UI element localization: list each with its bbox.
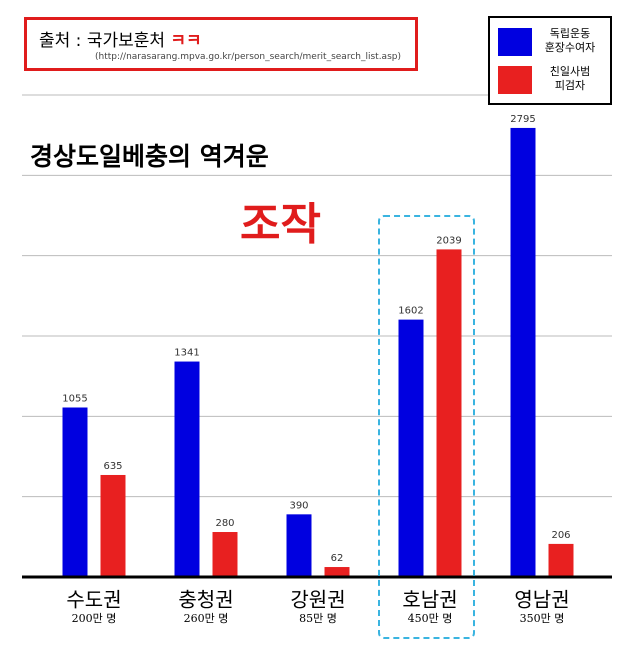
population-label: 350만 명 xyxy=(520,612,565,625)
legend-item: 독립운동 훈장수여자 xyxy=(498,26,608,60)
x-tick-label: 수도권 xyxy=(66,588,121,612)
data-label: 2039 xyxy=(436,235,461,246)
x-tick-label: 호남권 xyxy=(402,588,457,612)
data-label: 635 xyxy=(103,461,122,472)
laugh: ㅋㅋ xyxy=(170,31,202,51)
legend: 독립운동 훈장수여자 친일사범 피검자 xyxy=(488,16,612,105)
annotation: 경상도일베충의 역겨운 xyxy=(30,142,269,171)
legend-label: 독립운동 훈장수여자 xyxy=(544,27,596,54)
source-text: 출처 : 국가보훈처 xyxy=(39,31,166,51)
legend-label: 친일사범 피검자 xyxy=(549,65,591,92)
population-label: 450만 명 xyxy=(408,612,453,625)
data-label: 1055 xyxy=(62,393,87,404)
legend-swatch xyxy=(498,66,532,94)
bar xyxy=(174,361,200,577)
data-label: 390 xyxy=(289,500,308,511)
annotation: 조작 xyxy=(240,199,321,250)
bar xyxy=(100,474,126,577)
population-label: 260만 명 xyxy=(184,612,229,625)
data-label: 62 xyxy=(331,553,344,564)
source-url: (http://narasarang.mpva.go.kr/person_sea… xyxy=(95,52,401,62)
data-label: 2795 xyxy=(510,114,535,125)
population-label: 85만 명 xyxy=(299,612,337,625)
bar xyxy=(548,543,574,577)
source-box: 출처 : 국가보훈처 ㅋㅋ (http://narasarang.mpva.go… xyxy=(24,17,418,71)
x-tick-label: 강원권 xyxy=(290,588,345,612)
bar xyxy=(62,407,88,577)
bar xyxy=(398,319,424,577)
data-label: 206 xyxy=(551,530,570,541)
x-tick-label: 충청권 xyxy=(178,588,233,612)
data-label: 280 xyxy=(215,518,234,529)
bar xyxy=(286,514,312,577)
bar xyxy=(436,249,462,577)
legend-item: 친일사범 피검자 xyxy=(498,64,608,98)
bar xyxy=(212,532,238,577)
data-label: 1602 xyxy=(398,306,423,317)
data-label: 1341 xyxy=(174,348,199,359)
source: 출처 : 국가보훈처 ㅋㅋ xyxy=(39,26,202,51)
highlight-box xyxy=(378,215,475,639)
x-tick-label: 영남권 xyxy=(514,588,569,612)
bar xyxy=(510,127,536,577)
bar xyxy=(324,567,350,577)
population-label: 200만 명 xyxy=(72,612,117,625)
legend-swatch xyxy=(498,28,532,56)
